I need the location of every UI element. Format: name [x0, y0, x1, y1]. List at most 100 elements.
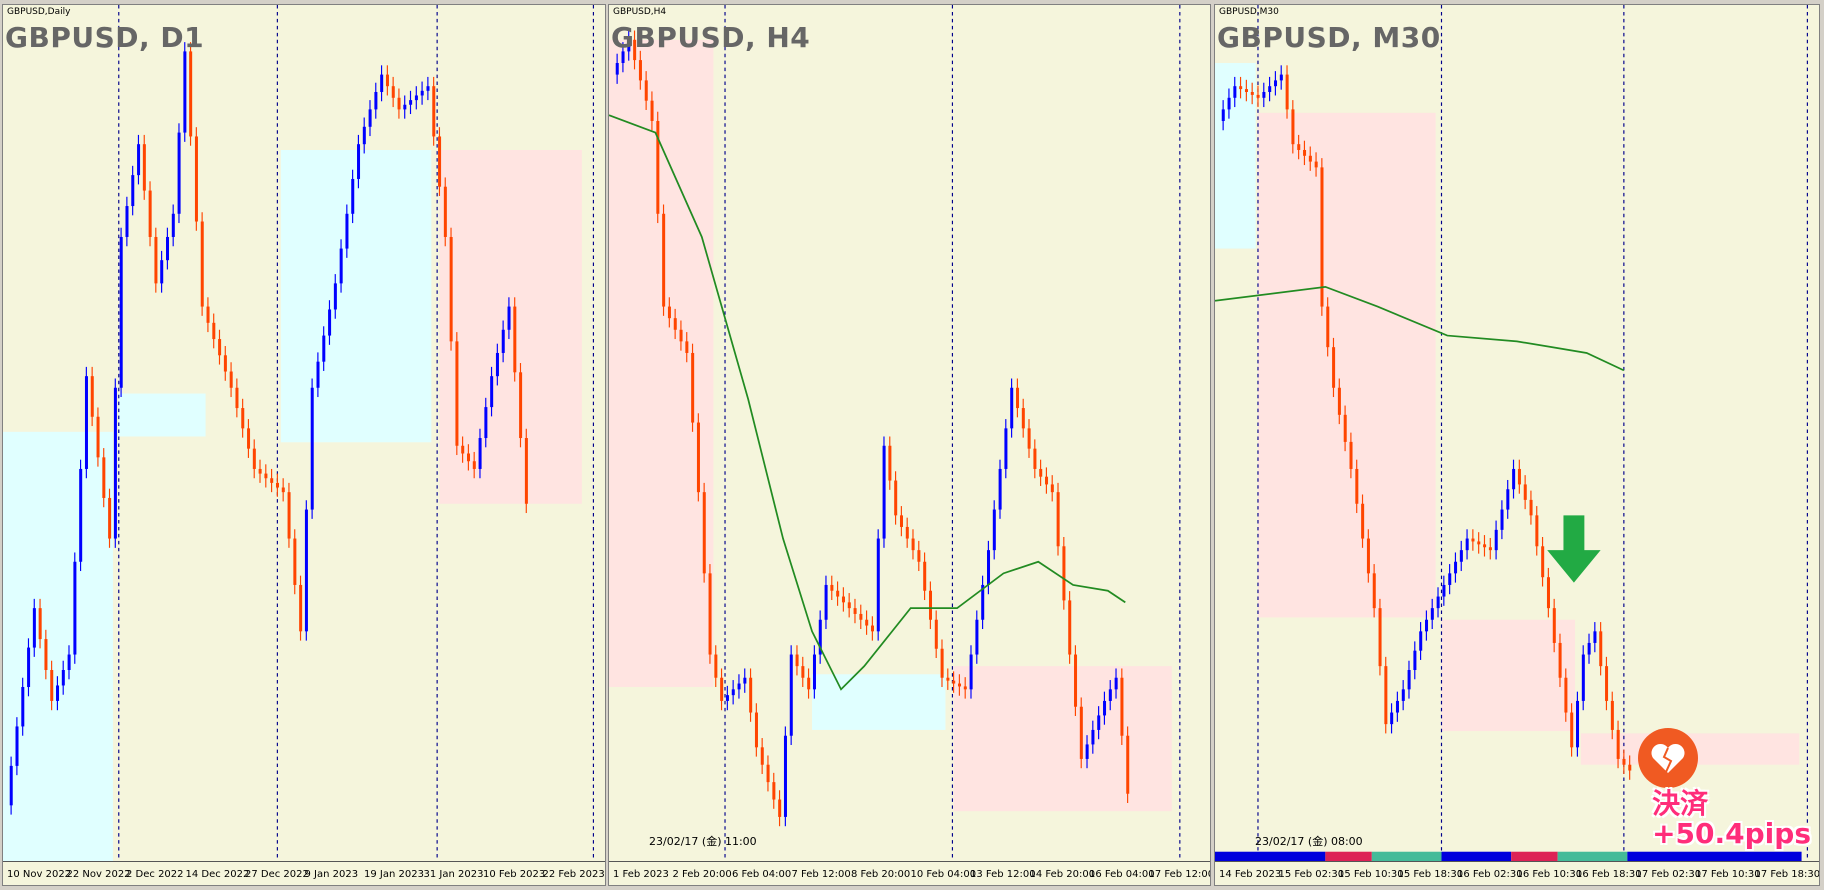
candle	[853, 608, 857, 614]
candle	[293, 538, 297, 585]
candle	[1570, 712, 1574, 748]
candle	[1120, 677, 1124, 736]
candle	[478, 438, 482, 469]
candle	[1535, 515, 1539, 547]
x-axis-label: 17 Feb 18:30	[1754, 869, 1820, 880]
candle	[322, 335, 326, 362]
candle	[1114, 677, 1118, 690]
candle	[438, 136, 442, 187]
candle	[362, 126, 366, 145]
candle	[859, 613, 863, 620]
candle	[1291, 109, 1295, 145]
candle	[685, 341, 689, 353]
candle	[1108, 689, 1112, 701]
candle	[154, 236, 158, 284]
candle	[50, 670, 54, 701]
candle	[32, 608, 36, 648]
candle	[644, 80, 648, 101]
candle	[1097, 715, 1101, 730]
x-axis-label: 13 Feb 12:00	[970, 869, 1036, 880]
candle	[403, 104, 407, 110]
candle	[1529, 499, 1533, 516]
candle	[206, 306, 210, 323]
candle	[1378, 608, 1382, 667]
candle	[720, 677, 724, 701]
chart-window-h4[interactable]: GBPUSD,H4 GBPUSD, H4 23/02/17 (金) 11:00 …	[608, 4, 1211, 886]
candle	[1372, 573, 1376, 609]
candle	[899, 515, 904, 527]
chart-window-d1[interactable]: GBPUSD,Daily GBPUSD, D1 10 Nov 2022 22 No…	[2, 4, 606, 886]
candle	[432, 86, 436, 137]
candle	[1448, 573, 1452, 585]
candle	[235, 387, 239, 409]
candle	[1483, 544, 1487, 548]
candle	[1558, 642, 1562, 678]
candle	[212, 322, 216, 340]
candle	[772, 782, 776, 800]
candle	[1279, 74, 1283, 81]
candle	[1395, 700, 1399, 713]
candle	[1413, 650, 1417, 671]
candle	[876, 538, 880, 632]
candle	[923, 561, 927, 591]
candle	[1074, 654, 1078, 707]
candle	[501, 329, 505, 353]
x-axis-label: 15 Feb 02:30	[1278, 869, 1345, 880]
candle	[490, 376, 494, 408]
candle	[258, 468, 262, 474]
candle	[1587, 642, 1591, 655]
candle	[102, 457, 106, 498]
candle	[119, 236, 123, 388]
candle	[1337, 387, 1341, 415]
window-header: GBPUSD,Daily	[7, 7, 71, 17]
candle	[1332, 347, 1336, 388]
candle	[1050, 484, 1054, 493]
candle	[1027, 428, 1031, 449]
candle	[131, 175, 135, 207]
candle	[137, 144, 141, 176]
candle	[414, 95, 418, 101]
candle	[495, 352, 499, 377]
candle	[1285, 74, 1289, 110]
candle	[1062, 546, 1066, 601]
candle	[218, 339, 222, 356]
candle	[1506, 489, 1510, 510]
candle	[15, 726, 19, 766]
x-axis-label: 16 Feb 04:00	[1089, 869, 1155, 880]
candle	[519, 372, 523, 439]
candle	[1401, 689, 1405, 701]
candle	[1500, 509, 1504, 530]
candle	[1581, 654, 1585, 701]
candle	[1616, 729, 1620, 759]
x-axis-label: 8 Feb 20:00	[851, 869, 911, 880]
candle	[1308, 155, 1312, 162]
window-header: GBPUSD,M30	[1219, 7, 1279, 17]
candle	[940, 648, 944, 678]
candle	[975, 619, 979, 655]
candle	[1039, 468, 1043, 477]
chart-window-m30[interactable]: GBPUSD,M30 GBPUSD, M30 23/02/17 (金) 08:0…	[1214, 4, 1820, 886]
candle	[1593, 631, 1597, 643]
x-axis-label: 27 Dec 2022	[245, 869, 309, 880]
timestamp: 23/02/17 (金) 08:00	[1255, 835, 1363, 848]
candle	[1361, 503, 1365, 539]
candle	[391, 86, 395, 98]
candle	[21, 687, 25, 727]
candle	[830, 584, 834, 591]
candle	[38, 608, 42, 640]
x-axis-label: 7 Feb 12:00	[791, 869, 851, 880]
candle	[183, 51, 187, 133]
candle	[420, 90, 424, 96]
timestamp: 23/02/17 (金) 11:00	[649, 835, 757, 848]
x-axis-label: 31 Jan 2023	[423, 869, 484, 880]
candle	[73, 561, 77, 655]
candle	[1552, 608, 1556, 643]
candle	[339, 248, 343, 284]
x-axis-label: 10 Feb 04:00	[910, 869, 977, 880]
candle	[1564, 677, 1568, 713]
candle	[171, 213, 175, 237]
candle	[847, 602, 851, 609]
x-axis-label: 9 Jan 2023	[304, 869, 359, 880]
candle	[333, 283, 337, 310]
candle	[696, 422, 700, 493]
